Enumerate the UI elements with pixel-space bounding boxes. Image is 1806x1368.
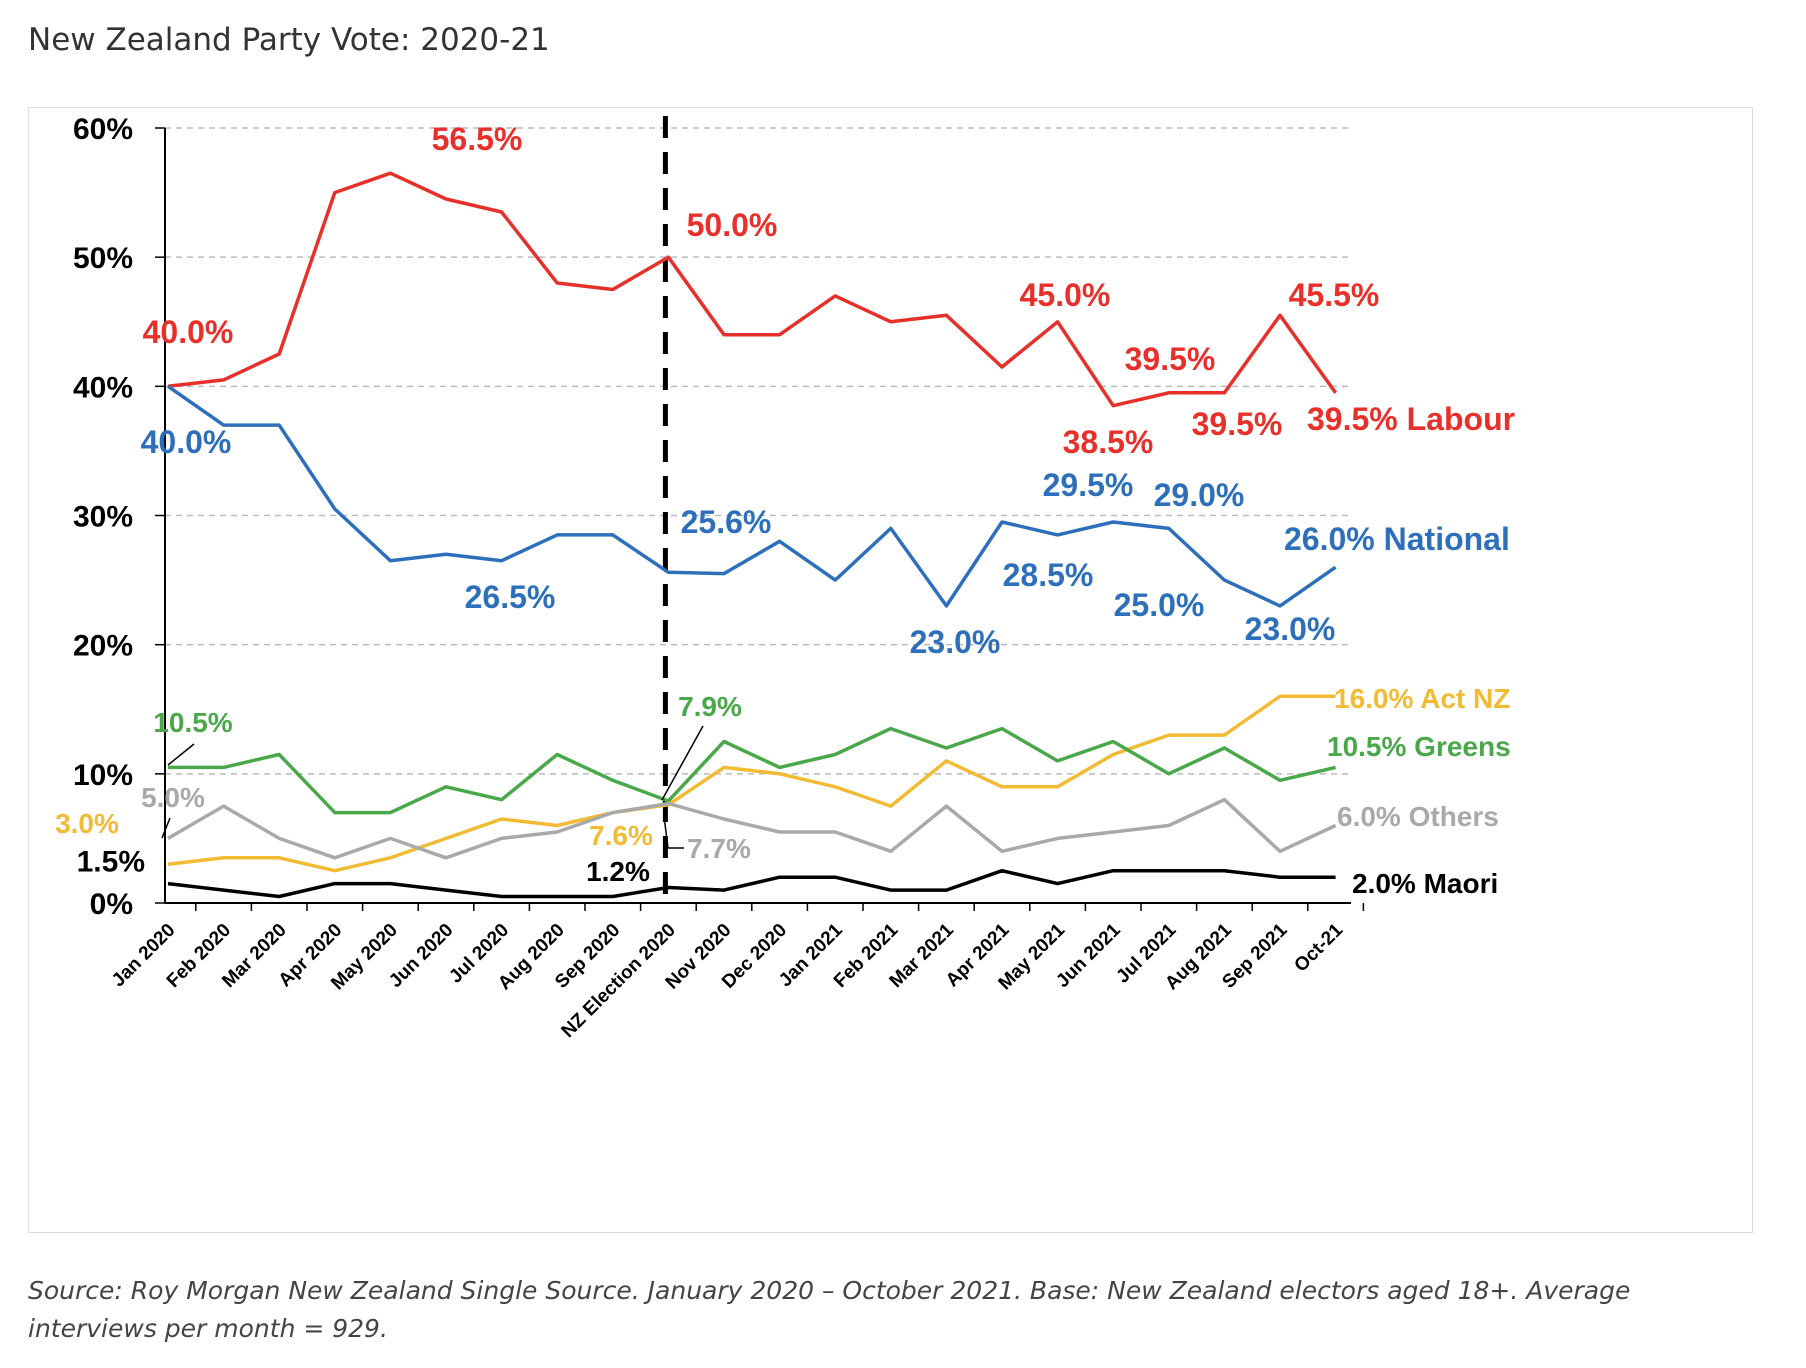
data-label: 40.0% — [143, 314, 234, 350]
series-line-act-nz — [167, 694, 1336, 873]
series-line-others — [167, 797, 1337, 860]
y-tick-label: 30% — [73, 501, 133, 534]
source-label: Source: — [28, 1276, 123, 1305]
y-tick-label-extra: 1.5% — [77, 845, 145, 878]
x-tick-label: Oct-21 — [1290, 919, 1347, 976]
data-label: 10.5% — [153, 707, 232, 738]
y-tick-label: 0% — [90, 888, 133, 921]
y-tick-label: 10% — [73, 759, 133, 792]
data-label: 39.5% Labour — [1307, 401, 1515, 437]
data-label: 39.5% — [1192, 406, 1283, 442]
data-label: 6.0% Others — [1337, 801, 1499, 832]
base-label: Base: — [1029, 1276, 1100, 1305]
series-line-labour — [167, 171, 1338, 408]
data-label: 1.2% — [586, 856, 650, 887]
data-label: 28.5% — [1003, 557, 1094, 593]
leader-line — [661, 725, 704, 801]
data-label: 23.0% — [1245, 611, 1336, 647]
series-line-maori — [167, 868, 1336, 899]
data-label: 40.0% — [141, 424, 232, 460]
data-label: 5.0% — [141, 782, 205, 813]
data-label: 7.9% — [678, 691, 742, 722]
data-label: 7.7% — [687, 833, 751, 864]
data-label: 26.5% — [465, 579, 556, 615]
data-label: 38.5% — [1063, 424, 1154, 460]
data-label: 45.0% — [1020, 277, 1111, 313]
series-line-national — [166, 384, 1337, 608]
data-label: 10.5% Greens — [1327, 731, 1511, 762]
data-label: 29.0% — [1154, 477, 1245, 513]
y-tick-label: 60% — [73, 113, 133, 146]
data-label: 7.6% — [589, 820, 653, 851]
data-label: 23.0% — [910, 624, 1001, 660]
data-label: 16.0% Act NZ — [1334, 683, 1510, 714]
leader-line — [161, 817, 171, 839]
page-title: New Zealand Party Vote: 2020-21 — [28, 22, 550, 58]
data-label: 26.0% National — [1284, 521, 1510, 557]
data-labels: 56.5% 40.0% 50.0% 45.0% 45.5% 39.5% 38.5% 39.5%… — [55, 121, 1515, 899]
data-label: 25.6% — [681, 504, 772, 540]
data-label: 45.5% — [1289, 277, 1380, 313]
leader-line — [663, 815, 684, 849]
series-line-greens — [168, 726, 1336, 815]
y-tick-label: 50% — [73, 242, 133, 275]
data-label: 29.5% — [1043, 467, 1134, 503]
base-text: New Zealand electors aged 18+. Average i… — [28, 1276, 1631, 1343]
data-label: 50.0% — [687, 207, 778, 243]
data-label: 25.0% — [1114, 587, 1205, 623]
series-lines — [166, 171, 1338, 899]
y-tick-label: 40% — [73, 371, 133, 404]
chart-frame: 0% 10% 20% 30% 40% 50% 60% 1.5% Jan 2020 Feb 2020… — [28, 107, 1753, 1233]
leader-lines — [161, 725, 704, 849]
data-label: 56.5% — [432, 121, 523, 157]
data-label: 2.0% Maori — [1352, 868, 1498, 899]
source-note: Source: Roy Morgan New Zealand Single So… — [28, 1272, 1748, 1348]
y-tick-label: 20% — [73, 630, 133, 663]
leader-line — [167, 743, 195, 766]
data-label: 39.5% — [1125, 341, 1216, 377]
source-text: Roy Morgan New Zealand Single Source. Ja… — [122, 1276, 1030, 1305]
data-label: 3.0% — [55, 808, 119, 839]
